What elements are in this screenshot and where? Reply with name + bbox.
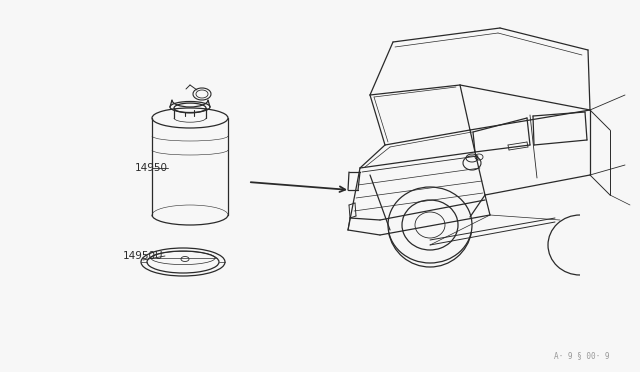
Text: 14950U: 14950U (123, 251, 163, 261)
Text: A· 9 § 00· 9: A· 9 § 00· 9 (554, 351, 610, 360)
Text: 14950: 14950 (135, 163, 168, 173)
